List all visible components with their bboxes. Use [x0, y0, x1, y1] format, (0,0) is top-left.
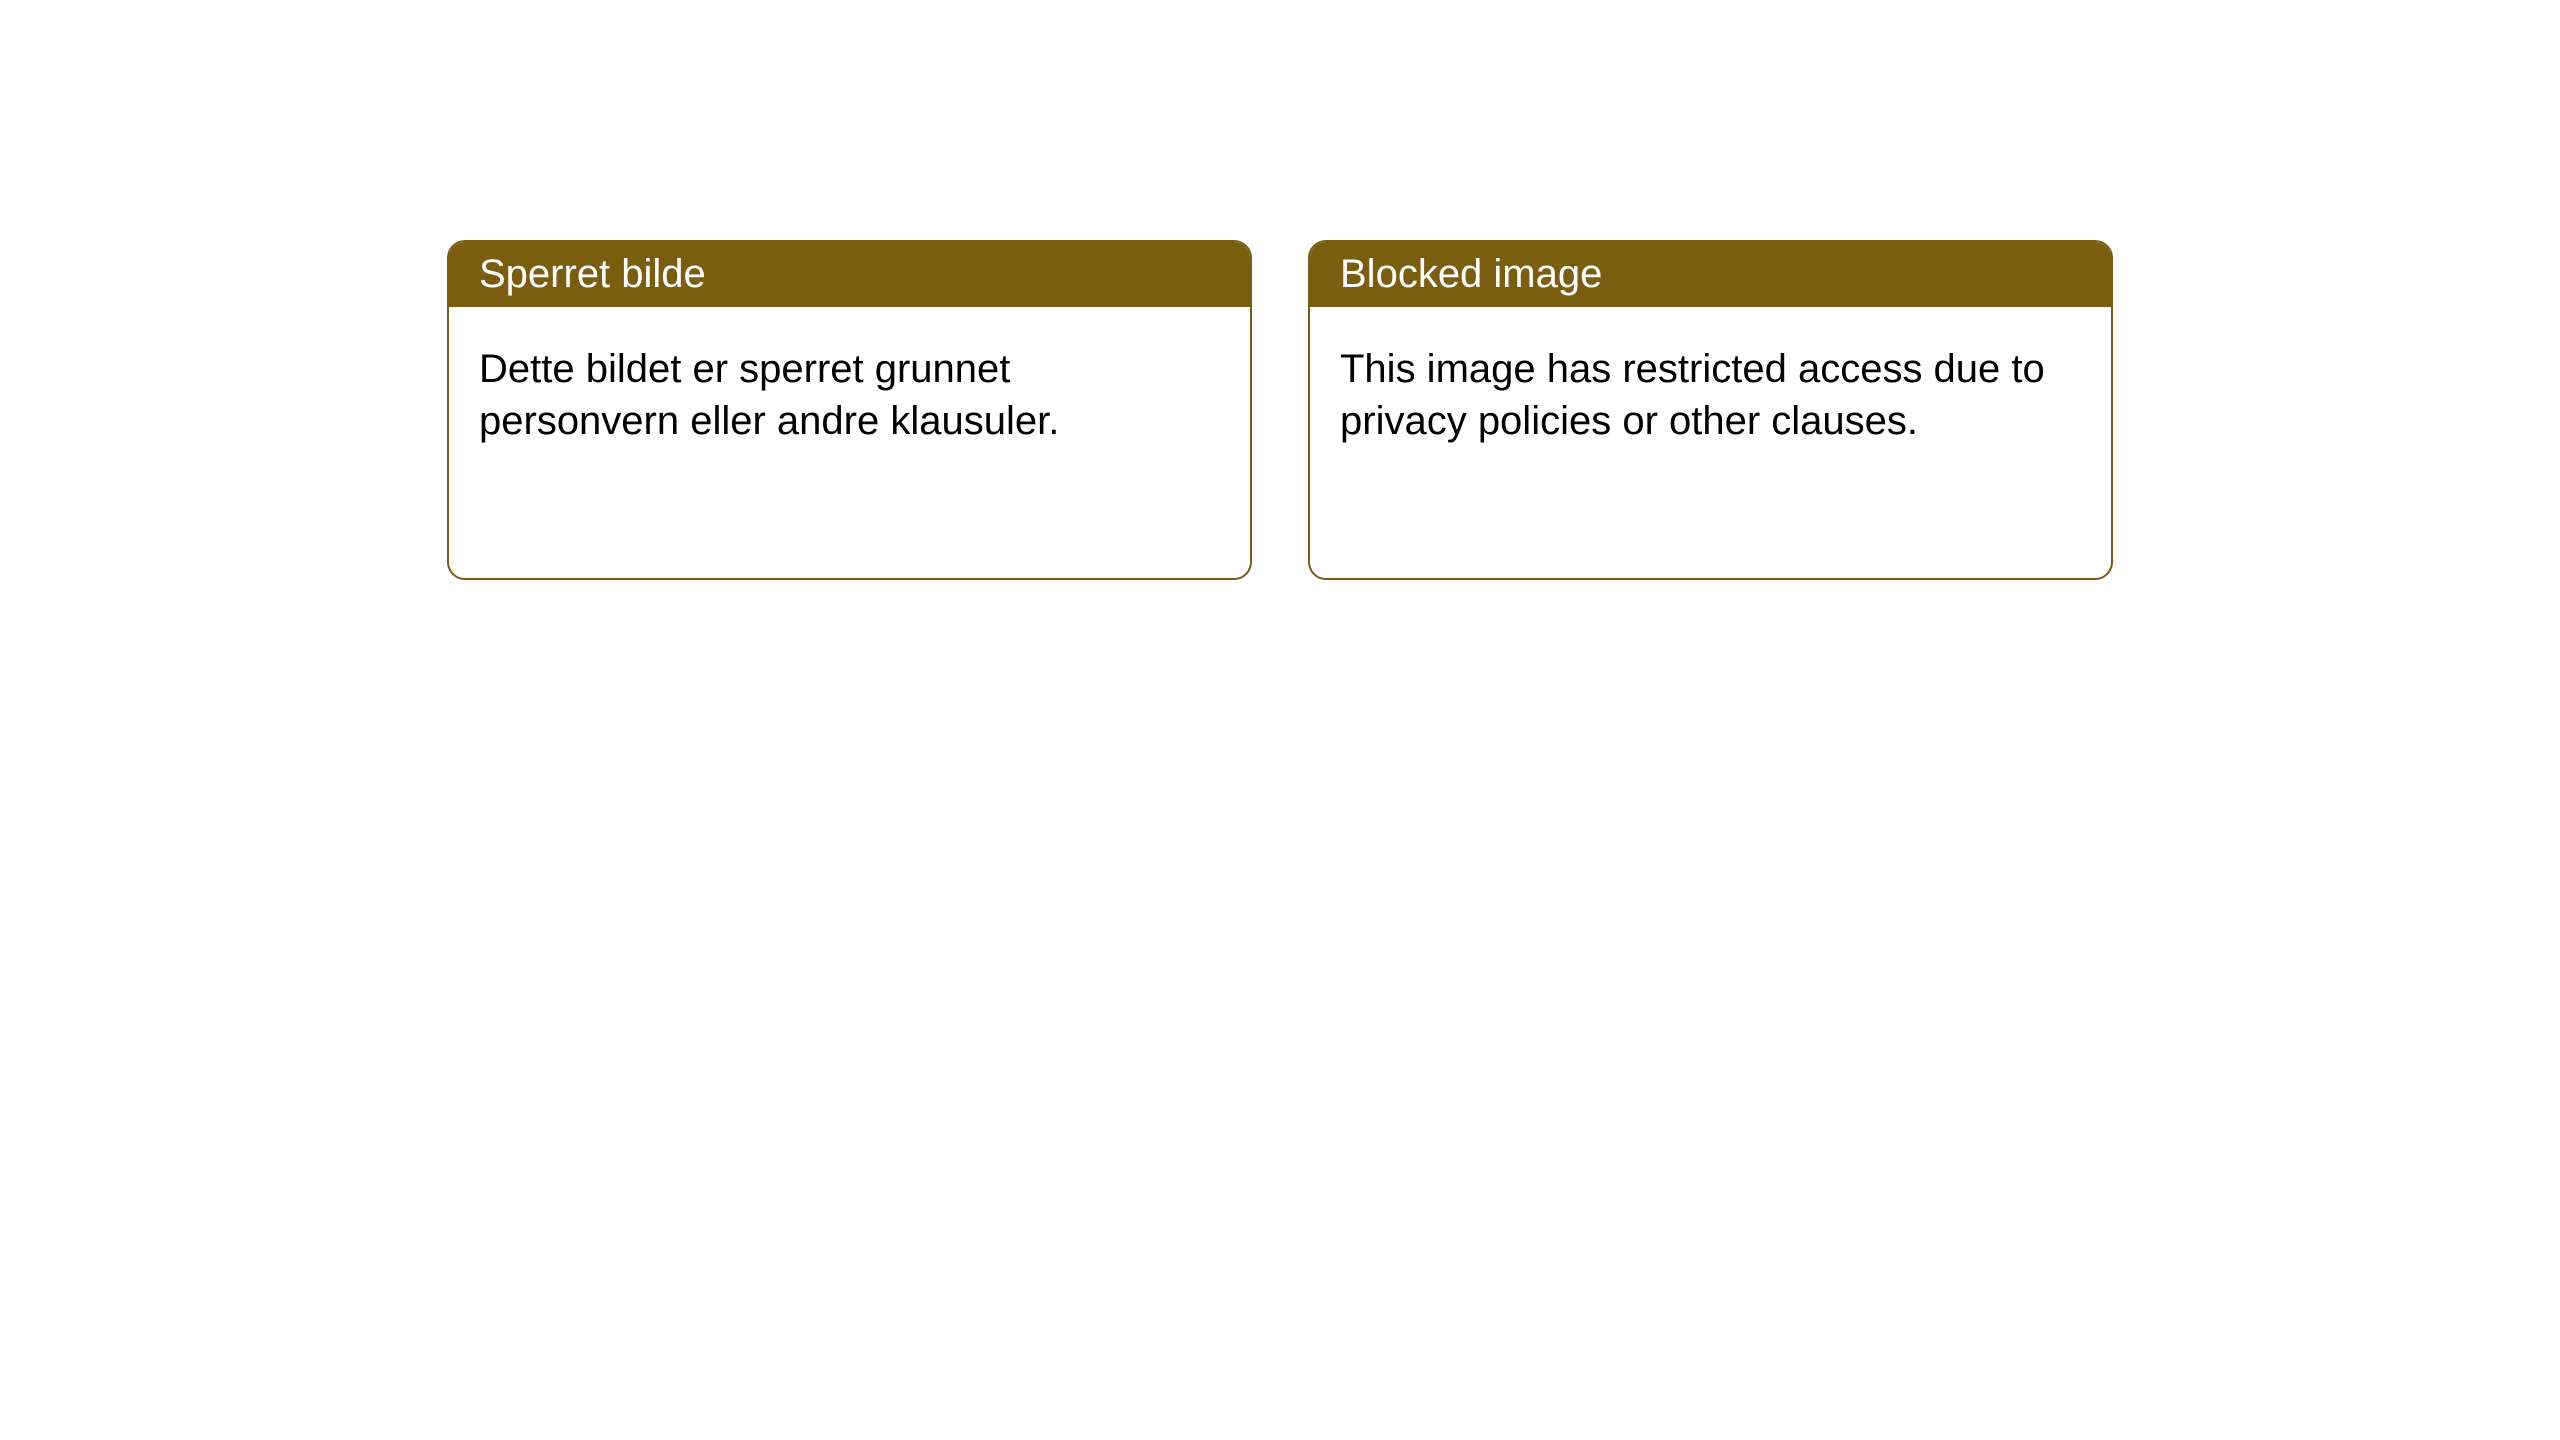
card-body-norwegian: Dette bildet er sperret grunnet personve… [449, 307, 1250, 483]
card-body-text-norwegian: Dette bildet er sperret grunnet personve… [479, 347, 1059, 443]
card-title-norwegian: Sperret bilde [479, 252, 706, 296]
card-english: Blocked image This image has restricted … [1308, 240, 2113, 580]
card-body-english: This image has restricted access due to … [1310, 307, 2111, 483]
cards-container: Sperret bilde Dette bildet er sperret gr… [447, 240, 2113, 580]
card-header-english: Blocked image [1310, 242, 2111, 307]
card-norwegian: Sperret bilde Dette bildet er sperret gr… [447, 240, 1252, 580]
card-header-norwegian: Sperret bilde [449, 242, 1250, 307]
card-title-english: Blocked image [1340, 252, 1602, 296]
card-body-text-english: This image has restricted access due to … [1340, 347, 2045, 443]
